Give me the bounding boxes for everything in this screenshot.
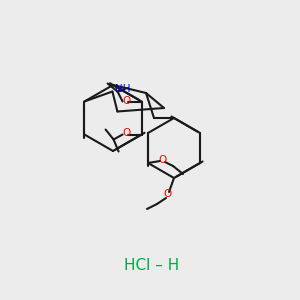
Text: NH: NH <box>115 83 130 94</box>
Text: O: O <box>122 128 131 139</box>
Text: O: O <box>164 189 172 199</box>
Text: HCl – H: HCl – H <box>124 257 180 272</box>
Text: O: O <box>122 95 131 106</box>
Text: O: O <box>158 155 166 165</box>
